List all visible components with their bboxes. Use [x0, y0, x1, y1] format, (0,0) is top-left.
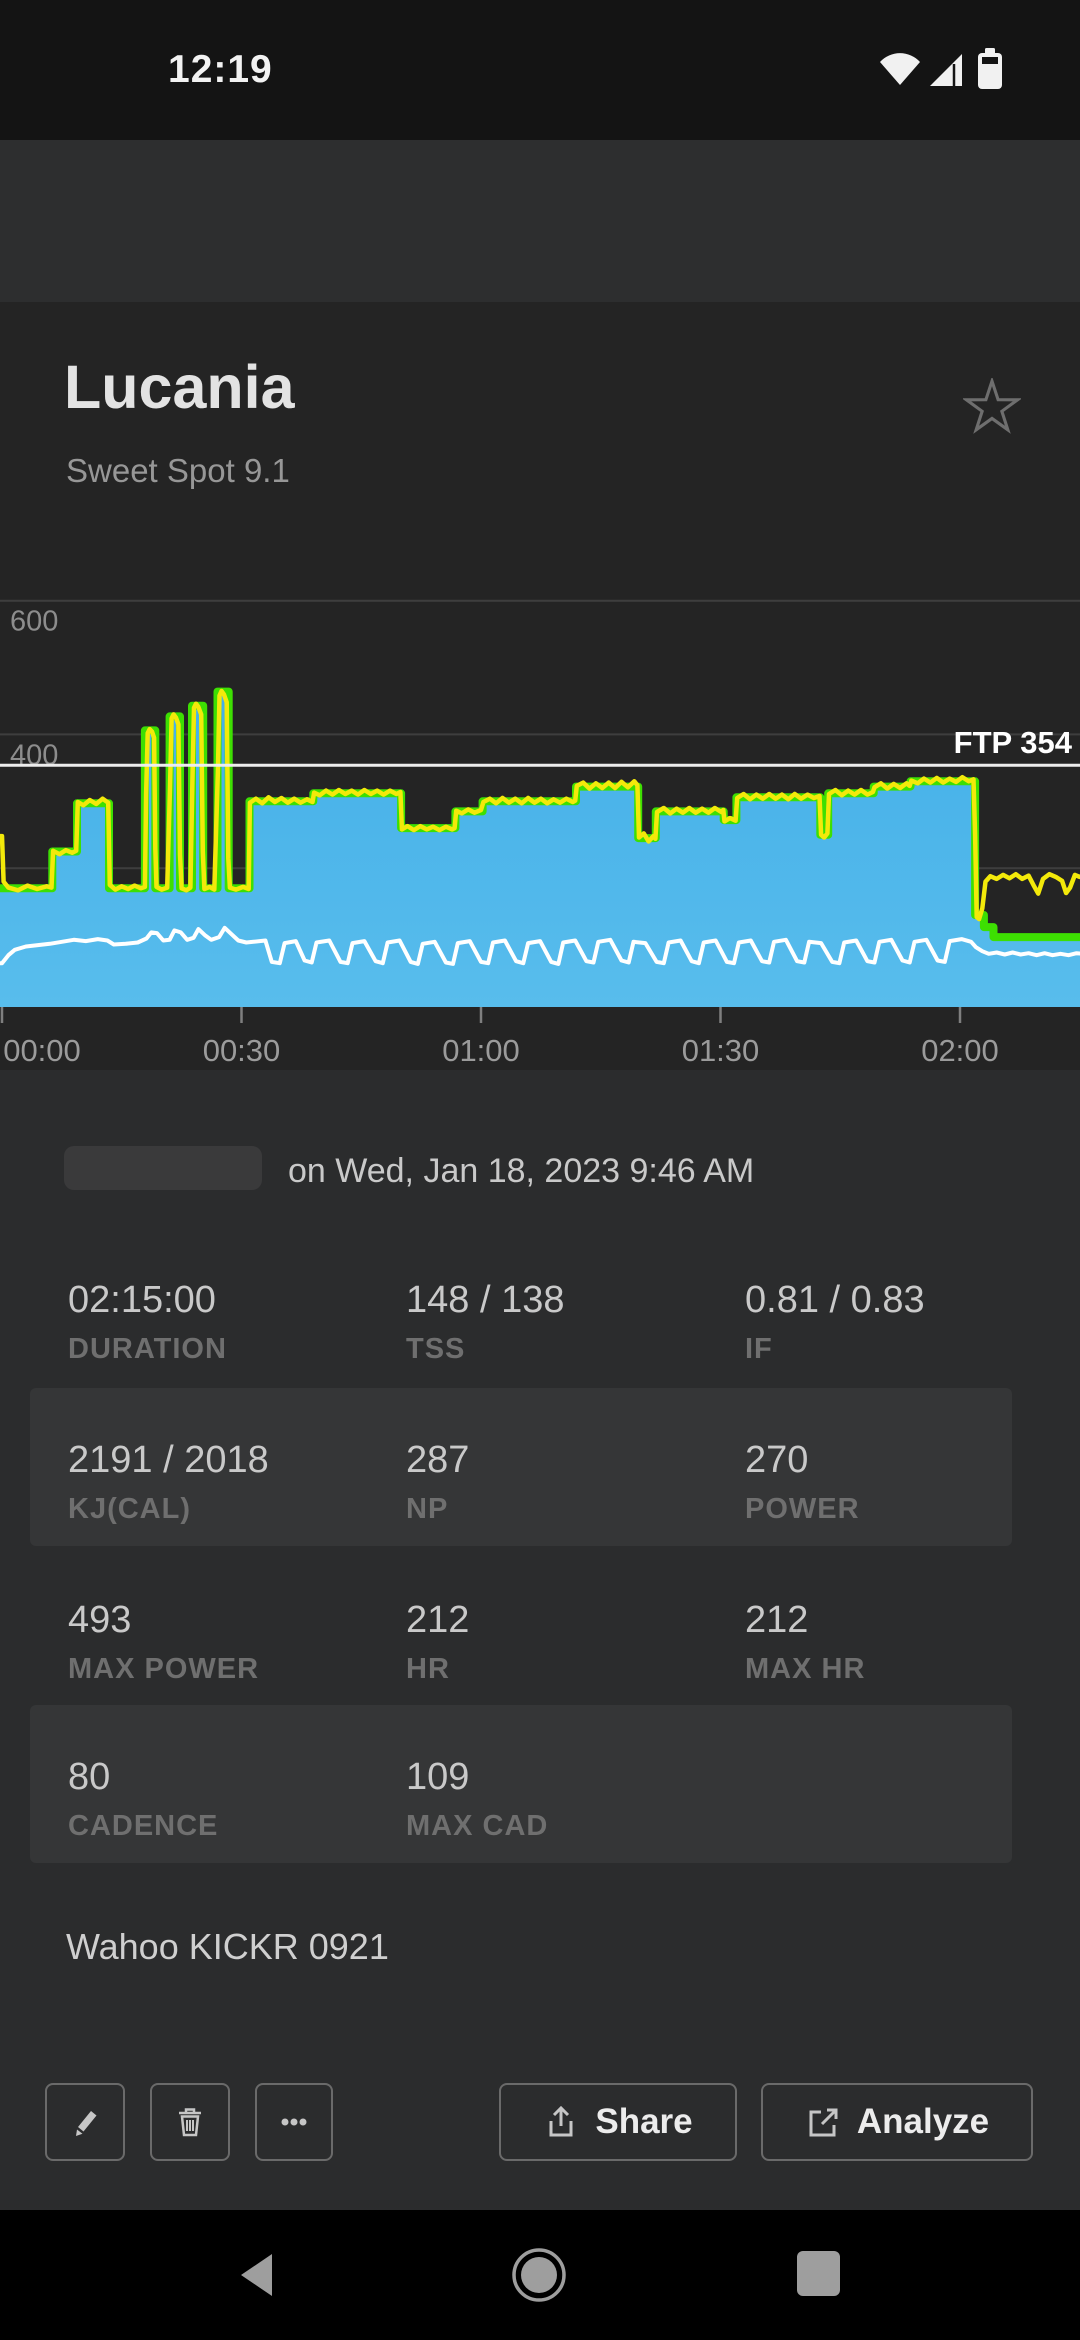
analyze-button[interactable]: Analyze: [761, 2083, 1033, 2161]
battery-icon: [978, 48, 1002, 89]
share-button[interactable]: Share: [499, 2083, 737, 2161]
workout-summary-section: Lucania Sweet Spot 9.1 600 400 FTP 354 00:0…: [0, 302, 1080, 1070]
stat-np: 287 NP: [406, 1439, 470, 1525]
star-outline-icon: [961, 376, 1023, 434]
trash-icon: [179, 2108, 201, 2137]
nav-recents-square-icon: [797, 2251, 840, 2296]
stat-if: 0.81 / 0.83 IF: [745, 1279, 925, 1365]
device-name: Wahoo KICKR 0921: [66, 1926, 389, 1967]
svg-text:01:00: 01:00: [442, 1033, 520, 1068]
stat-max-power: 493 MAX POWER: [68, 1599, 260, 1685]
nav-back-button[interactable]: [236, 2252, 274, 2301]
stat-power: 270 POWER: [745, 1439, 860, 1525]
workout-subtitle: Sweet Spot 9.1: [66, 452, 290, 489]
app-header: Planned TR: [0, 140, 1080, 383]
stat-max-hr: 212 MAX HR: [745, 1599, 866, 1685]
svg-text:00:00: 00:00: [3, 1033, 81, 1068]
stat-duration: 02:15:00 DURATION: [68, 1279, 227, 1365]
nav-back-triangle-icon: [241, 2254, 272, 2296]
ride-details-section: on Wed, Jan 18, 2023 9:46 AM 02:15:00 DU…: [0, 1070, 1080, 2210]
stats-row: 493 MAX POWER 212 HR 212 MAX HR: [0, 1598, 1080, 1686]
clock: 12:19: [168, 48, 273, 91]
more-options-button[interactable]: [255, 2083, 333, 2161]
analyze-label: Analyze: [856, 2102, 990, 2141]
delete-button[interactable]: [150, 2083, 230, 2161]
status-bar: 12:19: [0, 0, 1080, 140]
stat-hr: 212 HR: [406, 1599, 470, 1685]
svg-text:600: 600: [10, 606, 58, 638]
share-label: Share: [595, 2102, 693, 2141]
stats-row-card: 80 CADENCE 109 MAX CAD: [30, 1705, 1012, 1863]
ellipsis-icon: [281, 2118, 307, 2126]
ride-date: on Wed, Jan 18, 2023 9:46 AM: [288, 1152, 755, 1190]
pencil-icon: [76, 2111, 97, 2136]
svg-text:FTP 354: FTP 354: [954, 725, 1073, 760]
workout-name: Lucania: [64, 353, 295, 421]
nav-home-button[interactable]: [510, 2246, 568, 2307]
nav-recents-button[interactable]: [796, 2250, 842, 2301]
stat-max-cad: 109 MAX CAD: [406, 1756, 549, 1842]
stats-row: 02:15:00 DURATION 148 / 138 TSS 0.81 / 0…: [0, 1278, 1080, 1366]
svg-text:00:30: 00:30: [203, 1033, 281, 1068]
favorite-star-button[interactable]: [961, 376, 1023, 436]
wifi-icon: [880, 53, 920, 85]
edit-button[interactable]: [45, 2083, 125, 2161]
stats-row-card: 2191 / 2018 KJ(CAL) 287 NP 270 POWER: [30, 1388, 1012, 1546]
external-link-icon: [809, 2108, 838, 2137]
redacted-name-pill: [64, 1146, 262, 1190]
share-icon: [549, 2105, 573, 2137]
svg-text:01:30: 01:30: [682, 1033, 760, 1068]
cellular-signal-icon: [930, 54, 962, 86]
nav-home-circle-icon: [512, 2248, 566, 2302]
android-nav-bar: [0, 2210, 1080, 2340]
stat-cadence: 80 CADENCE: [68, 1756, 219, 1842]
svg-text:02:00: 02:00: [921, 1033, 999, 1068]
stat-kj: 2191 / 2018 KJ(CAL): [68, 1439, 269, 1525]
stat-tss: 148 / 138 TSS: [406, 1279, 565, 1365]
